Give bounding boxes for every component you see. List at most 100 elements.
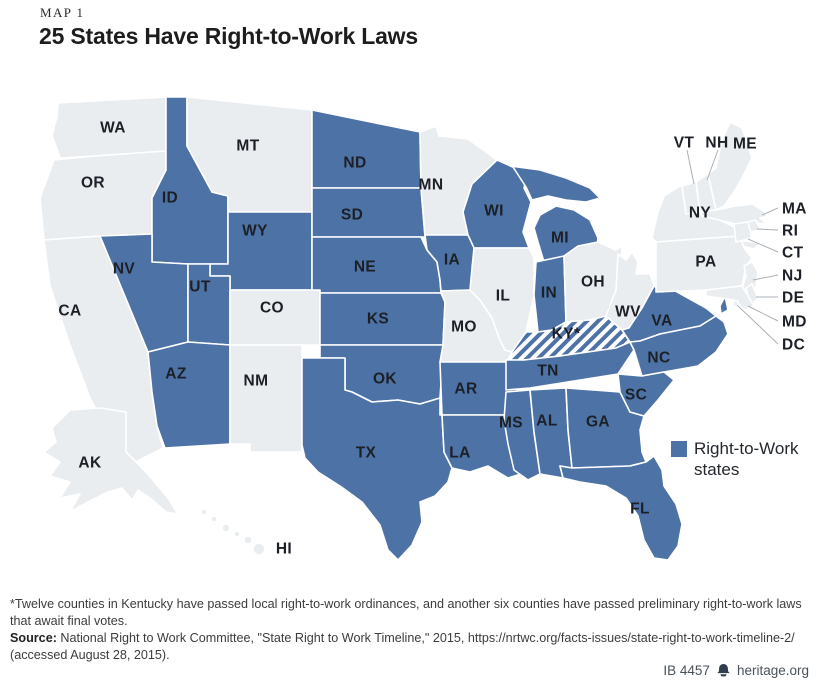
state-label-nv: NV: [113, 260, 136, 277]
legend-swatch: [671, 441, 687, 457]
state-label-wy: WY: [242, 222, 268, 239]
state-label-wv: WV: [615, 303, 641, 320]
state-nd: [311, 109, 422, 189]
state-label-sc: SC: [625, 386, 647, 403]
state-label-il: IL: [496, 287, 511, 304]
legend-label-line2: states: [694, 460, 740, 479]
state-label-nd: ND: [343, 154, 366, 171]
state-label-wi: WI: [484, 202, 504, 219]
state-label-az: AZ: [165, 365, 187, 382]
leader-line-ct: [747, 238, 779, 253]
state-label-nc: NC: [647, 349, 670, 366]
state-ut: [187, 263, 231, 346]
state-ne: [311, 236, 442, 294]
leader-line-md: [747, 305, 779, 322]
leader-line-ma: [761, 207, 779, 216]
footer: IB 4457 heritage.org: [663, 663, 809, 678]
state-label-ak: AK: [78, 454, 102, 471]
state-nm: [229, 344, 303, 453]
state-az: [147, 341, 231, 449]
state-label-va: VA: [651, 312, 672, 329]
state-label-nm: NM: [244, 372, 269, 389]
state-ma: [699, 203, 769, 225]
state-label-al: AL: [536, 412, 557, 429]
state-label-ri: RI: [782, 222, 798, 239]
state-label-dc: DC: [782, 336, 805, 353]
state-ak: [43, 407, 179, 515]
report-id: IB 4457: [663, 663, 710, 678]
state-label-oh: OH: [581, 273, 605, 290]
state-label-mt: MT: [236, 137, 259, 154]
state-label-ky: KY*: [552, 325, 581, 342]
state-label-ut: UT: [189, 278, 211, 295]
state-label-ks: KS: [367, 310, 389, 327]
state-label-id: ID: [162, 189, 178, 206]
leader-line-dc: [736, 304, 779, 345]
state-label-pa: PA: [695, 253, 716, 270]
state-md: [705, 285, 755, 311]
page-title: 25 States Have Right-to-Work Laws: [39, 23, 418, 49]
state-label-hi: HI: [276, 540, 292, 557]
state-label-me: ME: [733, 135, 757, 152]
state-tx: [301, 357, 453, 561]
state-sd: [311, 187, 426, 238]
state-label-ne: NE: [354, 258, 376, 275]
state-label-tn: TN: [537, 362, 558, 379]
state-label-fl: FL: [630, 500, 650, 517]
source-label: Source:: [10, 631, 57, 645]
state-hi: [233, 530, 241, 538]
source-line: Source: National Right to Work Committee…: [10, 630, 802, 664]
state-label-in: IN: [541, 284, 557, 301]
legend-label-line1: Right-to-Work: [694, 439, 799, 458]
leader-line-nj: [752, 274, 779, 281]
state-label-co: CO: [260, 299, 284, 316]
state-label-ct: CT: [782, 244, 804, 261]
liberty-bell-icon: [717, 663, 730, 677]
state-hi: [243, 535, 253, 545]
state-label-or: OR: [81, 174, 105, 191]
state-label-mn: MN: [419, 176, 444, 193]
state-label-tx: TX: [356, 444, 377, 461]
state-co: [229, 289, 321, 346]
state-label-ar: AR: [454, 380, 477, 397]
state-label-nj: NJ: [782, 267, 803, 284]
state-il: [469, 247, 535, 353]
state-label-sd: SD: [341, 206, 363, 223]
state-label-de: DE: [782, 289, 804, 306]
leader-line-ri: [756, 228, 779, 231]
state-label-md: MD: [782, 313, 807, 330]
state-label-ca: CA: [58, 302, 81, 319]
state-sc: [617, 371, 675, 417]
state-label-nh: NH: [705, 134, 728, 151]
state-label-vt: VT: [674, 134, 695, 151]
state-label-ms: MS: [499, 414, 523, 431]
state-label-ok: OK: [373, 370, 397, 387]
state-label-mi: MI: [551, 229, 569, 246]
state-or: [39, 150, 167, 241]
state-hi: [200, 508, 208, 516]
state-label-ga: GA: [586, 413, 610, 430]
state-label-ma: MA: [782, 200, 807, 217]
site-name: heritage.org: [736, 663, 809, 678]
state-label-ia: IA: [444, 251, 460, 268]
state-va: [719, 295, 729, 315]
state-ct: [733, 221, 753, 243]
state-fl: [559, 455, 683, 561]
state-label-la: LA: [449, 444, 470, 461]
kentucky-footnote: *Twelve counties in Kentucky have passed…: [10, 597, 802, 628]
state-mi: [509, 165, 601, 203]
leader-line-vt: [686, 149, 695, 185]
state-label-mo: MO: [451, 318, 477, 335]
state-me: [707, 121, 753, 211]
state-hi: [210, 515, 218, 523]
state-label-ny: NY: [689, 204, 712, 221]
state-label-wa: WA: [100, 119, 126, 136]
state-hi: [252, 542, 266, 556]
footnotes: *Twelve counties in Kentucky have passed…: [10, 596, 802, 664]
leader-line-nh: [706, 149, 719, 181]
legend: Right-to-Work states: [671, 438, 799, 480]
state-hi: [221, 523, 231, 533]
map-kicker: MAP 1: [40, 5, 85, 20]
